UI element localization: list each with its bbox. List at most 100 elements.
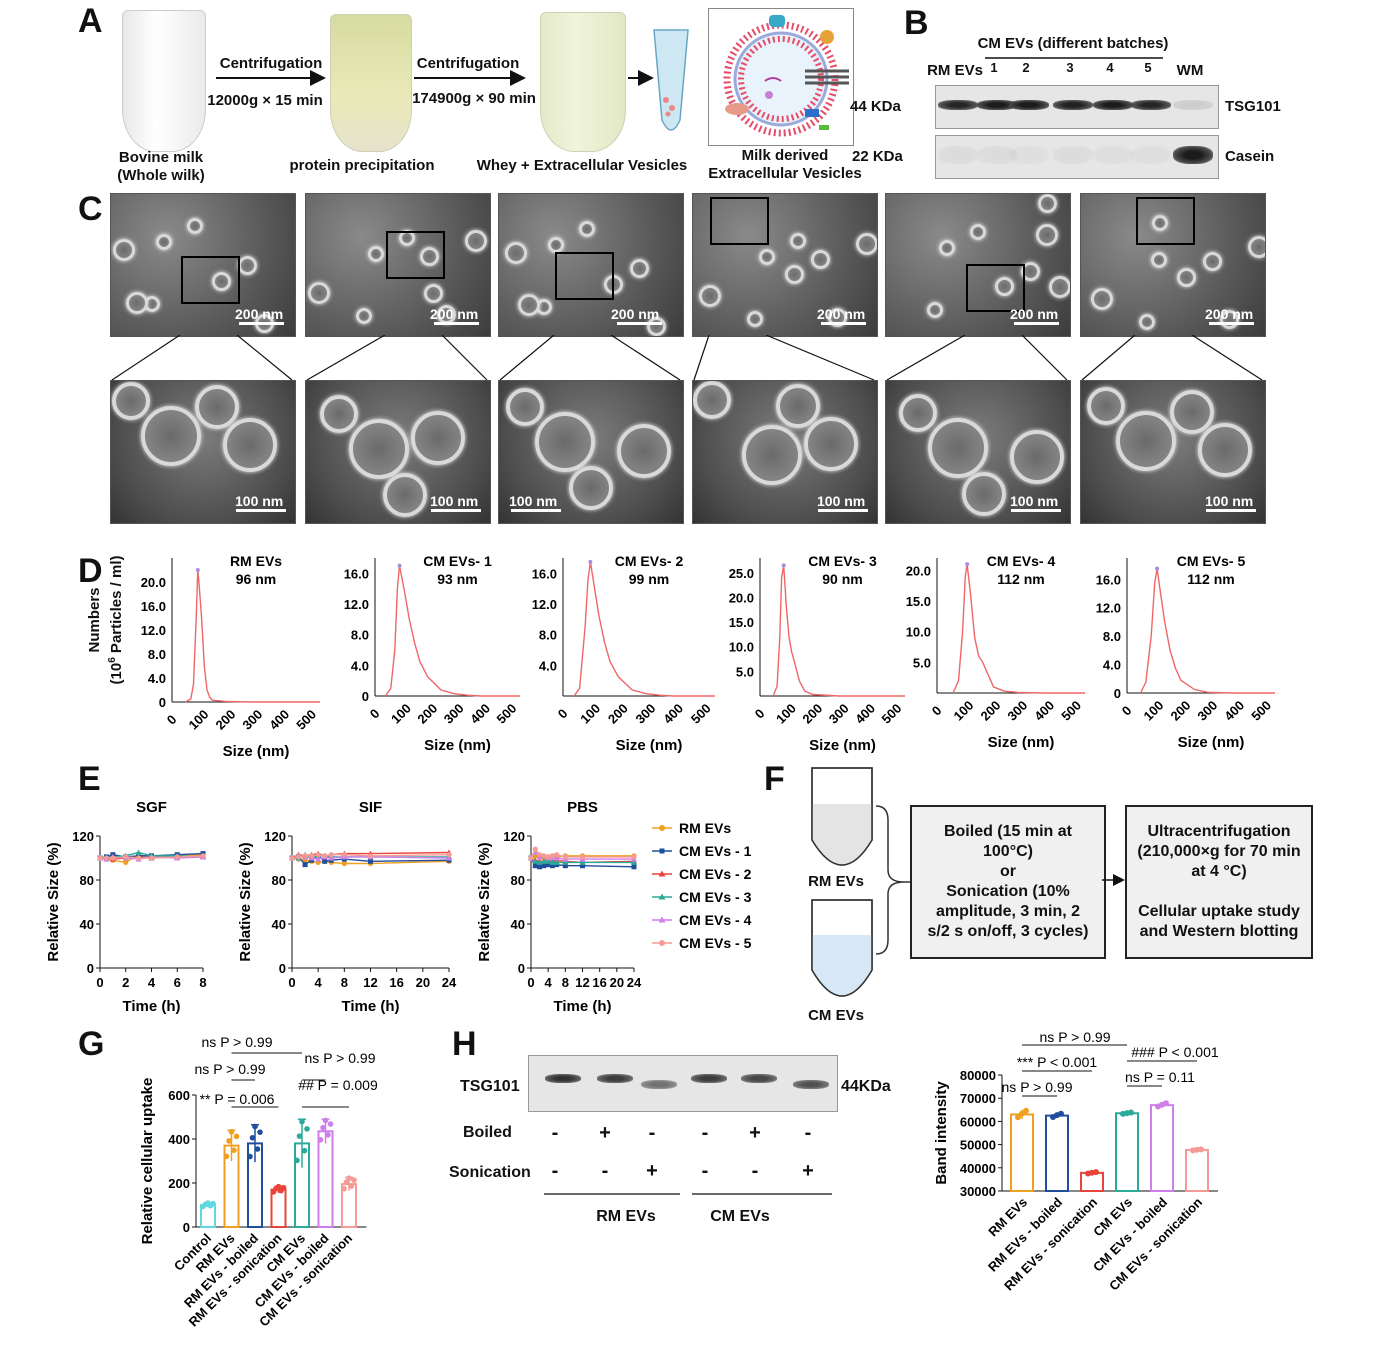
tem-scale-bar — [1206, 509, 1256, 512]
stability-point — [97, 855, 103, 861]
blot-h-row1-label: Boiled — [463, 1124, 512, 1141]
stability-x-tick-label: 20 — [610, 975, 624, 990]
stability-point — [541, 863, 547, 869]
tem-scale-bar — [431, 509, 481, 512]
nta-y-tick-label: 10.0 — [906, 625, 931, 640]
tem-vesicle — [1049, 276, 1070, 299]
zoom-line-right — [765, 335, 875, 381]
h-data-point — [1058, 1110, 1064, 1117]
tem-zoom-connector — [886, 335, 1068, 381]
stability-point — [549, 853, 556, 859]
nta-size-distribution-line — [772, 565, 905, 697]
nta-x-tick-label: 400 — [1221, 698, 1247, 724]
stability-point — [532, 858, 539, 864]
whole-milk-tube — [122, 10, 206, 152]
stability-point — [545, 854, 551, 860]
stability-y-tick-label: 80 — [80, 873, 94, 888]
stability-x-tick-label: 12 — [575, 975, 589, 990]
tem-vesicle — [1038, 194, 1057, 214]
protein-precipitation-tube — [330, 14, 412, 152]
nta-x-tick-label: 0 — [555, 706, 571, 722]
whey-ev-tube — [540, 12, 626, 152]
tem-vesicle — [785, 265, 804, 285]
nta-peak-size: 90 nm — [822, 571, 862, 587]
tem-scale-bar-label: 100 nm — [430, 493, 479, 509]
tem-vesicle-zoomed — [962, 472, 1006, 516]
blot-b-header-line — [985, 57, 1163, 59]
stability-series-line — [291, 857, 450, 865]
g-data-point — [346, 1175, 352, 1181]
stability-x-tick-label: 8 — [199, 975, 206, 990]
g-data-point — [301, 1147, 308, 1154]
g-data-point — [351, 1177, 357, 1183]
legend-label: CM EVs - 2 — [679, 866, 752, 882]
nta-y-tick-label: 8.0 — [539, 628, 557, 643]
tem-vesicle — [368, 245, 384, 262]
blot-h-band — [741, 1074, 777, 1083]
nta-peak-size: 112 nm — [1187, 571, 1234, 587]
stability-point — [302, 862, 308, 868]
nta-y-tick-label: 5.0 — [913, 655, 931, 670]
panel-f-tube1-label: RM EVs — [808, 873, 864, 890]
nta-size-distribution-line — [185, 569, 320, 703]
tem-vesicle — [156, 234, 172, 250]
g-y-tick-label: 600 — [168, 1088, 190, 1103]
stability-point — [536, 852, 543, 858]
panel-letter-f: F — [764, 760, 785, 798]
tem-vesicle — [1203, 252, 1222, 272]
stability-x-label: Time (h) — [341, 998, 399, 1015]
panel-f-tubes — [811, 767, 918, 997]
stability-point — [309, 853, 315, 859]
stability-y-label: Relative Size (%) — [45, 842, 62, 961]
panel-h-band-chart: 30000 40000 50000 60000 70000 80000 Band inten… — [933, 1029, 1219, 1293]
tem-scale-bar — [239, 322, 284, 325]
stability-series-line — [291, 853, 450, 859]
tem-vesicle — [579, 221, 595, 237]
h-significance-label: ns P > 0.99 — [1002, 1079, 1073, 1095]
nta-x-tick-label: 300 — [1004, 698, 1030, 724]
stability-point — [174, 854, 180, 860]
stability-title: SGF — [136, 799, 167, 816]
stability-x-tick-label: 8 — [562, 975, 569, 990]
g-significance-label: ns P > 0.99 — [202, 1034, 273, 1050]
nta-x-tick-label: 200 — [977, 698, 1003, 724]
blot-b-lane-label: WM — [1176, 62, 1204, 79]
nta-peak-marker — [195, 568, 200, 572]
blot-h-protein: TSG101 — [460, 1078, 520, 1095]
nta-chart: 5.0 10.0 15.0 20.0 25.0 0 100 200 300 400 500 CM EV… — [729, 553, 905, 754]
nta-x-label: Size (nm) — [424, 737, 491, 754]
nta-x-tick-label: 100 — [951, 698, 977, 724]
stability-point — [123, 859, 129, 865]
stability-x-tick-label: 0 — [96, 975, 103, 990]
tem-vesicle-zoomed — [776, 384, 820, 428]
tem-image-overview: 200 nm — [692, 193, 878, 337]
tem-scale-bar-label: 200 nm — [430, 306, 479, 322]
legend-label: CM EVs - 4 — [679, 912, 752, 928]
g-bar — [317, 1130, 334, 1228]
stability-point — [315, 852, 321, 858]
tem-vesicle — [424, 283, 443, 303]
tem-image-overview: 200 nm — [885, 193, 1071, 337]
nta-y-tick-label: 25.0 — [729, 566, 754, 581]
legend-marker — [659, 825, 665, 831]
stability-point — [295, 854, 302, 860]
zoom-line-left — [111, 335, 181, 381]
g-data-point — [223, 1153, 230, 1160]
stability-point — [315, 856, 322, 862]
tem-vesicle-zoomed — [223, 418, 277, 472]
g-significance-label: ** P = 0.006 — [200, 1091, 275, 1107]
nta-chart: 0 4.0 8.0 12.0 16.0 0 100 200 300 400 500 CM EVs- 1… — [344, 553, 520, 754]
panel-f-treatment-box: Boiled (15 min at 100°C) or Sonication (… — [910, 805, 1106, 959]
tem-zoom-region-box — [181, 256, 240, 304]
stability-x-tick-label: 4 — [315, 975, 323, 990]
zoom-line-left — [693, 335, 710, 381]
panel-letter-b: B — [904, 4, 929, 42]
panel-letter-h: H — [452, 1025, 477, 1063]
stability-y-tick-label: 0 — [279, 961, 286, 976]
tem-zoom-connector — [693, 335, 875, 381]
blot-b-band — [1131, 100, 1171, 110]
g-y-tick-label: 0 — [183, 1220, 190, 1235]
tem-zoom-region-box — [386, 231, 445, 279]
tem-image-overview: 200 nm — [498, 193, 684, 337]
legend-marker — [658, 916, 666, 923]
